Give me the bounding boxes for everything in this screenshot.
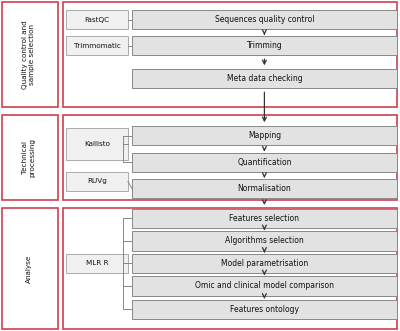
Text: Quantification: Quantification xyxy=(237,158,292,167)
FancyBboxPatch shape xyxy=(132,254,397,273)
FancyBboxPatch shape xyxy=(66,172,128,191)
FancyBboxPatch shape xyxy=(66,128,128,160)
Text: Features ontology: Features ontology xyxy=(230,305,299,314)
Text: Kallisto: Kallisto xyxy=(84,141,110,147)
FancyBboxPatch shape xyxy=(132,153,397,172)
Text: Features selection: Features selection xyxy=(230,214,299,223)
FancyBboxPatch shape xyxy=(132,10,397,29)
Text: Sequences quality control: Sequences quality control xyxy=(215,15,314,24)
Text: Omic and clinical model comparison: Omic and clinical model comparison xyxy=(195,281,334,291)
FancyBboxPatch shape xyxy=(132,209,397,228)
Text: Trimmomatic: Trimmomatic xyxy=(74,43,120,49)
FancyBboxPatch shape xyxy=(132,36,397,55)
FancyBboxPatch shape xyxy=(132,69,397,88)
FancyBboxPatch shape xyxy=(66,254,128,273)
FancyBboxPatch shape xyxy=(66,36,128,55)
Text: Quality control and
sample selection: Quality control and sample selection xyxy=(22,20,36,89)
Text: Trimming: Trimming xyxy=(246,41,282,50)
FancyBboxPatch shape xyxy=(132,276,397,296)
Text: FastQC: FastQC xyxy=(84,17,110,23)
FancyBboxPatch shape xyxy=(132,231,397,251)
Text: Algorithms selection: Algorithms selection xyxy=(225,236,304,246)
Text: MLR R: MLR R xyxy=(86,260,108,266)
Text: Meta data checking: Meta data checking xyxy=(226,74,302,83)
Text: Normalisation: Normalisation xyxy=(238,184,291,193)
Text: Model parametrisation: Model parametrisation xyxy=(221,259,308,268)
Text: Analyse: Analyse xyxy=(26,254,32,283)
Text: Technical
processing: Technical processing xyxy=(22,138,36,177)
FancyBboxPatch shape xyxy=(132,179,397,198)
FancyBboxPatch shape xyxy=(132,126,397,145)
Text: Mapping: Mapping xyxy=(248,131,281,140)
FancyBboxPatch shape xyxy=(66,10,128,29)
Text: RUVg: RUVg xyxy=(87,178,107,184)
FancyBboxPatch shape xyxy=(132,300,397,319)
